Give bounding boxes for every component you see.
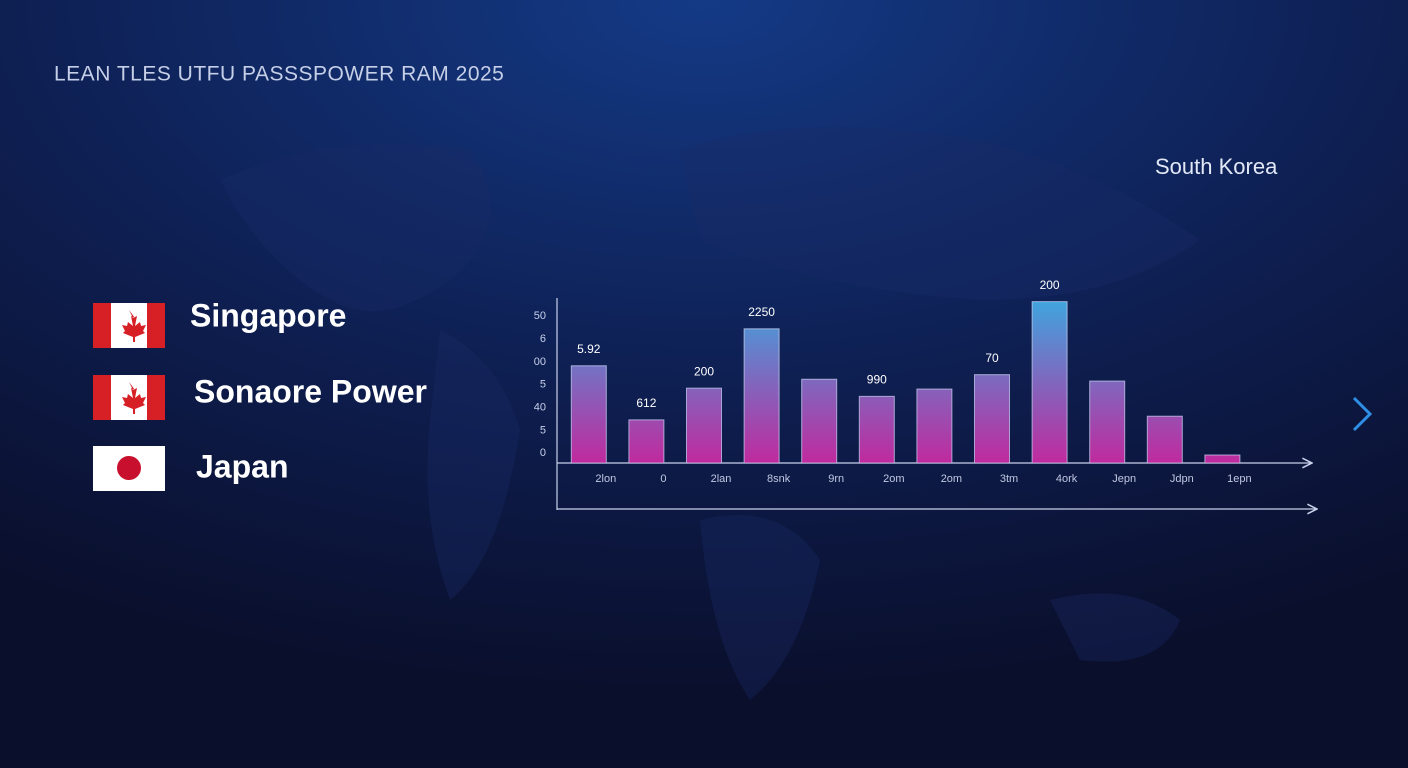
- x-tick-label: 2lon: [595, 473, 616, 485]
- y-tick-label: 0: [540, 447, 546, 459]
- x-tick-label: 4ork: [1056, 473, 1078, 485]
- data-label: 2250: [748, 305, 775, 319]
- bar: [628, 419, 665, 464]
- y-tick-label: 40: [534, 401, 546, 413]
- flag: [93, 303, 165, 348]
- y-tick-label: 50: [534, 310, 546, 322]
- flag: [93, 375, 165, 420]
- data-label: 200: [694, 364, 714, 378]
- x-tick-label: 2om: [883, 473, 904, 485]
- x-tick-label: 0: [660, 473, 666, 485]
- data-label: 200: [1040, 278, 1060, 292]
- x-tick-label: 8snk: [767, 473, 791, 485]
- bar: [1031, 301, 1068, 464]
- x-tick-label: 9rn: [828, 473, 844, 485]
- bar: [801, 378, 838, 464]
- region-label: South Korea: [1155, 154, 1278, 179]
- list-item: Sonaore Power: [194, 373, 427, 409]
- bar: [858, 395, 895, 464]
- x-tick-label: 2om: [941, 473, 962, 485]
- data-label: 5.92: [577, 342, 601, 356]
- data-label: 70: [985, 351, 999, 365]
- list-item: Singapore: [190, 297, 346, 333]
- bar: [974, 374, 1010, 464]
- bar: [1089, 380, 1126, 464]
- x-tick-label: 1epn: [1227, 473, 1251, 485]
- x-tick-label: 3tm: [1000, 473, 1018, 485]
- y-tick-label: 00: [534, 356, 546, 368]
- bar: [686, 387, 722, 464]
- bar: [1146, 415, 1183, 464]
- bar: [743, 328, 780, 464]
- next-button[interactable]: [1352, 396, 1373, 432]
- x-tick-label: 2lan: [711, 473, 732, 485]
- x-tick-label: Jepn: [1112, 473, 1136, 485]
- data-label: 612: [636, 396, 656, 410]
- y-tick-label: 5: [540, 424, 546, 436]
- bar: [916, 388, 953, 464]
- bar: [1204, 454, 1241, 464]
- bar: [570, 365, 607, 464]
- x-tick-label: Jdpn: [1170, 473, 1194, 485]
- world-map: [220, 127, 1200, 700]
- title: LEAN TLES UTFU PASSSPOWER RAM 2025: [54, 63, 504, 86]
- data-label: 990: [867, 373, 887, 387]
- list-item: Japan: [196, 448, 288, 484]
- y-tick-label: 5: [540, 379, 546, 391]
- y-tick-label: 6: [540, 333, 546, 345]
- flag: [93, 446, 165, 491]
